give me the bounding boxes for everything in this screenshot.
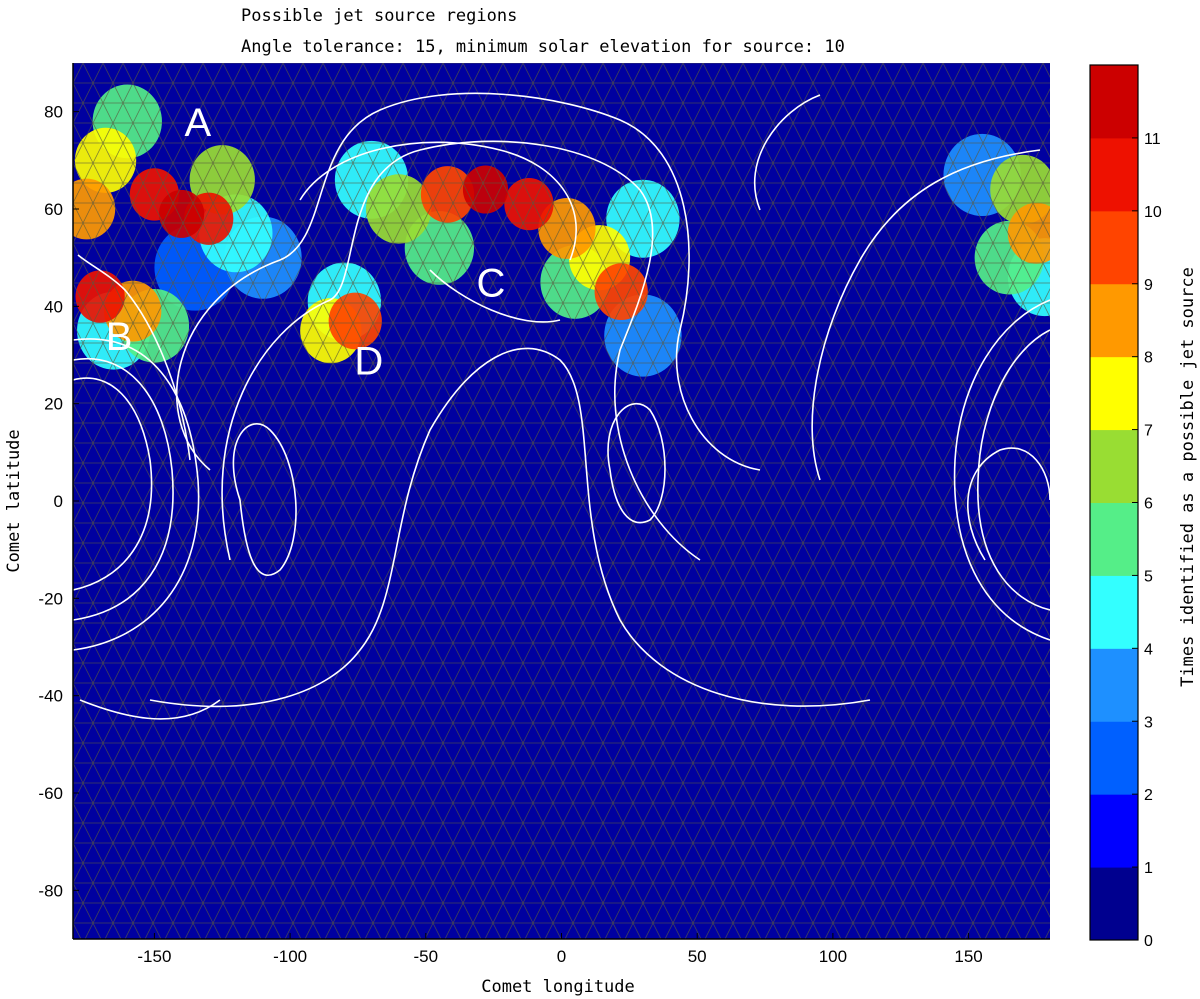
y-axis-label: Comet latitude	[4, 429, 24, 572]
x-tick-label: 100	[819, 947, 847, 966]
x-tick-label: -150	[137, 947, 171, 966]
contour-line	[811, 149, 1041, 481]
source-point	[420, 166, 475, 223]
colorbar-label: Times identified as a possible jet sourc…	[1178, 267, 1198, 687]
region-label-D: D	[354, 339, 383, 383]
x-tick-label: 50	[688, 947, 707, 966]
colorbar-tick-label: 2	[1144, 787, 1153, 804]
colorbar-segment	[1090, 794, 1138, 868]
y-tick-label: 40	[44, 297, 63, 316]
colorbar-segment	[1090, 429, 1138, 503]
y-tick-label: 0	[54, 492, 63, 511]
colorbar-tick-label: 6	[1144, 496, 1153, 513]
y-tick-label: -80	[38, 881, 63, 900]
contour-line	[977, 329, 1050, 611]
colorbar-tick-label: 0	[1144, 933, 1153, 950]
source-point	[158, 189, 205, 238]
colorbar-segment	[1090, 65, 1138, 139]
source-point	[366, 174, 432, 244]
colorbar-segment	[1090, 137, 1138, 212]
colorbar-segment	[1090, 575, 1138, 649]
contour-line	[953, 299, 1050, 641]
contour-line	[429, 269, 561, 323]
source-region-A	[73, 84, 302, 311]
source-regions	[73, 84, 1050, 377]
colorbar-segment	[1090, 210, 1138, 285]
colorbar-segment	[1090, 356, 1138, 431]
contour-line	[149, 347, 871, 708]
contour-line	[221, 140, 701, 561]
y-tick-label: -40	[38, 687, 63, 706]
region-label-C: C	[476, 262, 505, 306]
chart-title: Possible jet source regions	[241, 6, 517, 26]
contour-line	[79, 699, 221, 720]
region-label-A: A	[184, 101, 211, 145]
contour-line	[967, 447, 1050, 561]
contour-line	[73, 338, 200, 651]
source-point	[594, 263, 648, 321]
triangle-mesh	[73, 63, 1050, 939]
colorbar-segment	[1090, 721, 1138, 795]
colorbar: 0 1 2 3 4 5 6 7 8 9 10 11	[1089, 64, 1162, 950]
region-labels: A B C D	[106, 101, 506, 383]
mesh-lines	[73, 63, 1050, 939]
source-point	[328, 292, 382, 350]
source-point	[74, 127, 137, 193]
colorbar-tick-label: 10	[1144, 204, 1162, 221]
colorbar-segment	[1090, 502, 1138, 576]
x-tick-label: -50	[414, 947, 439, 966]
contour-line	[176, 92, 761, 471]
colorbar-tick-label: 1	[1144, 860, 1153, 877]
x-axis-label: Comet longitude	[481, 977, 635, 997]
contour-line	[73, 377, 153, 591]
colorbar-tick-label: 4	[1144, 641, 1153, 658]
y-tick-label: -20	[38, 589, 63, 608]
colorbar-tick-label: 9	[1144, 277, 1153, 294]
source-point	[606, 179, 680, 258]
contour-line	[73, 357, 174, 621]
colorbar-tick-label: 11	[1144, 131, 1161, 148]
plot-area: A B C D	[73, 63, 1050, 939]
contour-line	[77, 254, 191, 461]
x-tick-label: 0	[557, 947, 566, 966]
source-point	[504, 177, 554, 231]
contour-line	[299, 141, 577, 261]
colorbar-segment	[1090, 283, 1138, 358]
contour-lines	[73, 92, 1050, 720]
contour-line	[232, 423, 297, 577]
x-tick-label: -100	[273, 947, 307, 966]
colorbar-segment	[1090, 648, 1138, 722]
colorbar-segment	[1090, 867, 1138, 941]
y-tick-label: 60	[44, 200, 63, 219]
x-tick-label: 150	[954, 947, 982, 966]
axes: -150 -100 -50 0 50 100 150 80 60 40 20 0 -20 -40 -60 -8…	[38, 63, 1050, 966]
chart-subtitle: Angle tolerance: 15, minimum solar eleva…	[241, 37, 845, 57]
region-label-B: B	[106, 315, 133, 359]
colorbar-tick-label: 7	[1144, 423, 1153, 440]
contour-line	[607, 403, 666, 524]
y-tick-label: 20	[44, 395, 63, 414]
y-tick-label: 80	[44, 103, 63, 122]
contour-line	[754, 94, 821, 211]
colorbar-tick-label: 8	[1144, 350, 1153, 367]
source-region-C	[334, 140, 682, 377]
y-tick-label: -60	[38, 784, 63, 803]
source-point	[462, 165, 509, 214]
source-region-D	[300, 262, 382, 364]
source-point	[1007, 202, 1050, 264]
colorbar-tick-label: 3	[1144, 714, 1153, 731]
colorbar-tick-label: 5	[1144, 568, 1153, 585]
